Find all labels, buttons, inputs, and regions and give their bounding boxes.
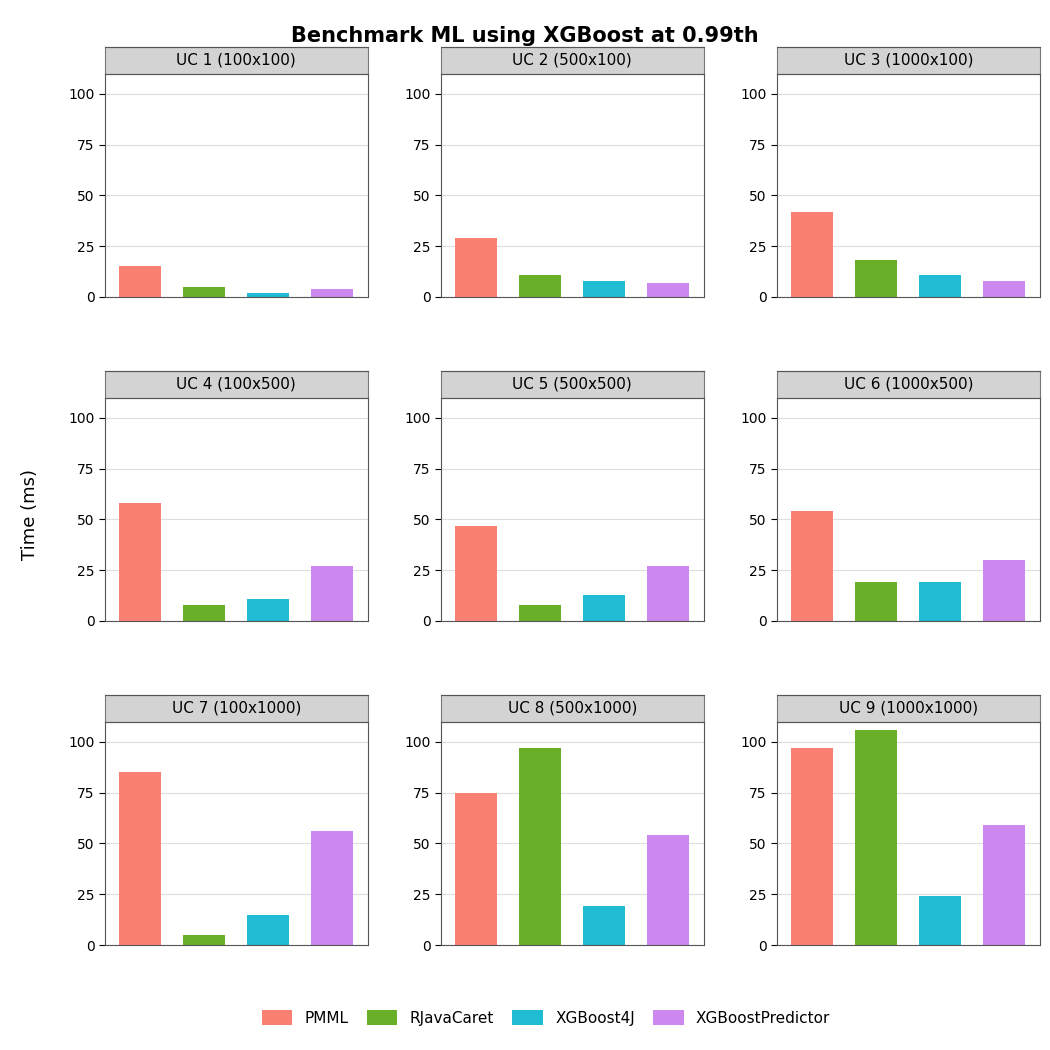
Text: UC 5 (500x500): UC 5 (500x500): [512, 377, 632, 392]
Text: UC 1 (100x100): UC 1 (100x100): [176, 52, 296, 67]
Bar: [920, 897, 961, 945]
FancyBboxPatch shape: [777, 46, 1040, 74]
Bar: [920, 583, 961, 621]
Text: UC 3 (1000x100): UC 3 (1000x100): [843, 52, 973, 67]
Bar: [648, 836, 689, 945]
Text: Benchmark ML using XGBoost at 0.99th: Benchmark ML using XGBoost at 0.99th: [291, 26, 759, 46]
Bar: [648, 282, 689, 297]
Bar: [984, 825, 1025, 945]
Bar: [520, 748, 561, 945]
Bar: [584, 594, 625, 621]
Bar: [184, 605, 225, 621]
Bar: [184, 287, 225, 297]
Bar: [248, 915, 289, 945]
Bar: [120, 267, 161, 297]
Bar: [920, 275, 961, 297]
Text: UC 2 (500x100): UC 2 (500x100): [512, 52, 632, 67]
Bar: [792, 511, 833, 621]
Bar: [312, 832, 353, 945]
Bar: [312, 566, 353, 621]
Bar: [184, 934, 225, 945]
Bar: [856, 260, 897, 297]
FancyBboxPatch shape: [105, 695, 367, 721]
Bar: [984, 280, 1025, 297]
FancyBboxPatch shape: [105, 371, 367, 398]
Bar: [520, 605, 561, 621]
Bar: [456, 238, 497, 297]
Bar: [456, 793, 497, 945]
Bar: [248, 598, 289, 621]
Bar: [120, 773, 161, 945]
Text: UC 7 (100x1000): UC 7 (100x1000): [171, 700, 301, 716]
Bar: [520, 275, 561, 297]
Text: UC 9 (1000x1000): UC 9 (1000x1000): [839, 700, 978, 716]
Text: Time (ms): Time (ms): [21, 469, 39, 560]
Bar: [648, 566, 689, 621]
Bar: [456, 525, 497, 621]
Text: UC 6 (1000x500): UC 6 (1000x500): [843, 377, 973, 392]
Bar: [984, 560, 1025, 621]
Bar: [792, 212, 833, 297]
Bar: [856, 583, 897, 621]
FancyBboxPatch shape: [105, 46, 367, 74]
FancyBboxPatch shape: [777, 371, 1040, 398]
FancyBboxPatch shape: [777, 695, 1040, 721]
Text: UC 8 (500x1000): UC 8 (500x1000): [507, 700, 637, 716]
Bar: [312, 289, 353, 297]
FancyBboxPatch shape: [441, 46, 704, 74]
Text: UC 4 (100x500): UC 4 (100x500): [176, 377, 296, 392]
FancyBboxPatch shape: [441, 371, 704, 398]
Bar: [248, 293, 289, 297]
FancyBboxPatch shape: [441, 695, 704, 721]
Legend: PMML, RJavaCaret, XGBoost4J, XGBoostPredictor: PMML, RJavaCaret, XGBoost4J, XGBoostPred…: [255, 1004, 837, 1032]
Bar: [584, 906, 625, 945]
Bar: [856, 730, 897, 945]
Bar: [584, 280, 625, 297]
Bar: [792, 748, 833, 945]
Bar: [120, 503, 161, 621]
